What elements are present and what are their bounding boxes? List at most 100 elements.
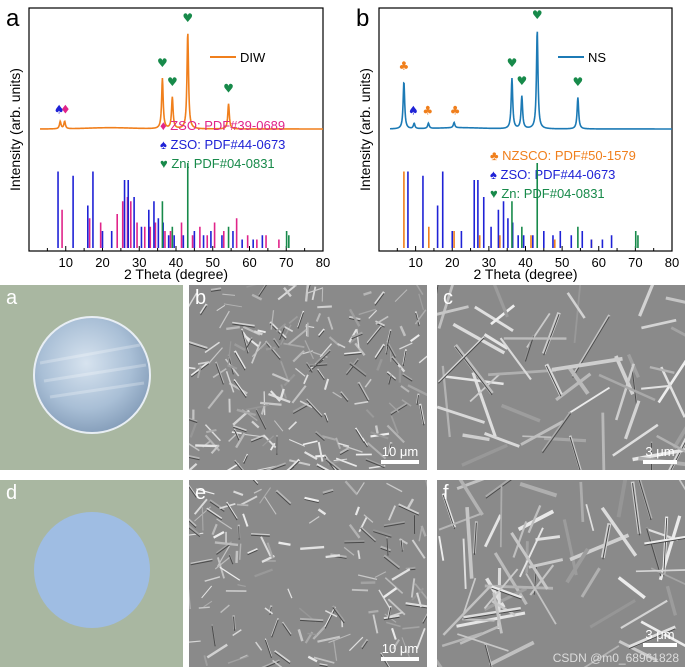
sem-shadow bbox=[380, 654, 389, 667]
panel-label: c bbox=[443, 287, 453, 309]
sem-flake bbox=[541, 312, 561, 355]
sem-flake bbox=[315, 348, 331, 365]
sem-shadow bbox=[390, 404, 408, 416]
sem-flake bbox=[462, 577, 477, 616]
sem-flake bbox=[275, 323, 287, 333]
sem-flake bbox=[233, 425, 247, 432]
sem-flake bbox=[461, 443, 508, 467]
sem-flake bbox=[388, 402, 400, 413]
x-tick-label: 80 bbox=[316, 255, 330, 270]
sem-flake bbox=[483, 568, 519, 609]
legend-label: DIW bbox=[240, 50, 266, 65]
sem-flake bbox=[411, 539, 426, 559]
sem-flake bbox=[672, 426, 685, 449]
sem-flake bbox=[402, 373, 413, 381]
peak-marker: ♥ bbox=[507, 56, 518, 70]
sem-shadow bbox=[545, 365, 562, 397]
panel-label: b bbox=[195, 287, 207, 309]
sem-micrograph bbox=[437, 480, 685, 667]
sem-flake bbox=[269, 390, 281, 402]
sem-flake bbox=[265, 346, 276, 351]
sem-flake bbox=[519, 481, 558, 498]
sem-flake bbox=[283, 286, 292, 298]
sem-flake bbox=[288, 438, 306, 447]
sem-flake bbox=[499, 337, 532, 381]
sem-flake bbox=[196, 488, 215, 495]
sem-flake bbox=[388, 505, 397, 521]
sem-flake bbox=[306, 398, 323, 416]
sem-flake bbox=[226, 462, 240, 470]
sem-flake bbox=[338, 442, 350, 448]
x-tick-label: 60 bbox=[592, 255, 606, 270]
reference-legend: ♥ Zn: PDF#04-0831 bbox=[490, 186, 605, 201]
sem-flake bbox=[416, 592, 423, 608]
sem-shadow bbox=[375, 345, 385, 360]
reference-legend: ♠ ZSO: PDF#44-0673 bbox=[490, 167, 615, 182]
sem-shadow bbox=[274, 652, 291, 665]
x-axis-label: 2 Theta (degree) bbox=[124, 266, 228, 282]
sem-flake bbox=[649, 365, 675, 374]
sem-flake bbox=[351, 331, 363, 339]
sem-flake bbox=[317, 508, 327, 516]
sem-flake bbox=[394, 289, 408, 303]
sem-shadow bbox=[339, 449, 349, 456]
sem-flake bbox=[399, 342, 413, 350]
sem-flake bbox=[452, 322, 506, 355]
sem-flake bbox=[650, 567, 685, 586]
sem-flake bbox=[319, 343, 333, 358]
sem-flake bbox=[365, 458, 385, 467]
sem-shadow bbox=[200, 305, 208, 316]
scale-bar: 3 μm bbox=[643, 444, 677, 464]
sem-shadow bbox=[289, 460, 300, 470]
sem-shadow bbox=[270, 464, 286, 470]
panel-label: d bbox=[6, 482, 18, 504]
sem-shadow bbox=[454, 346, 493, 396]
sem-flake bbox=[386, 424, 405, 444]
sem-shadow bbox=[663, 518, 668, 577]
sem-flake bbox=[348, 523, 361, 539]
sem-shadow bbox=[405, 604, 427, 609]
sem-flake bbox=[287, 588, 293, 599]
sem-flake bbox=[206, 428, 217, 434]
watermark: CSDN @m0_68961828 bbox=[552, 651, 679, 665]
sem-shadow bbox=[269, 606, 272, 616]
sem-shadow bbox=[386, 330, 392, 347]
sem-shadow bbox=[211, 625, 216, 647]
sem-flake bbox=[312, 624, 328, 640]
sem-flake bbox=[308, 515, 320, 524]
sem-flake bbox=[211, 523, 218, 536]
x-tick-label: 40 bbox=[169, 255, 183, 270]
sem-flake bbox=[488, 640, 535, 667]
sem-flake bbox=[383, 614, 400, 620]
x-tick-label: 70 bbox=[628, 255, 642, 270]
sem-flake bbox=[372, 529, 392, 537]
sem-flake bbox=[299, 400, 313, 409]
sem-flake bbox=[525, 572, 557, 625]
sem-shadow bbox=[391, 357, 399, 366]
sem-flake bbox=[354, 506, 360, 516]
sem-flake bbox=[348, 636, 364, 652]
sem-flake bbox=[228, 553, 234, 564]
y-axis-label: Intensity (arb. units) bbox=[357, 68, 373, 191]
sem-flake bbox=[565, 547, 590, 584]
sem-shadow bbox=[316, 465, 326, 470]
sem-flake bbox=[314, 430, 326, 440]
sem-flake bbox=[337, 343, 346, 349]
sem-flake bbox=[189, 463, 198, 470]
xrd-chart-a: a 10 20 30 40 50 60 70 80 2 Theta (degree) Intensi… bbox=[6, 5, 330, 282]
legend-label: NS bbox=[588, 50, 606, 65]
sem-flake bbox=[190, 558, 213, 564]
panel-label: e bbox=[195, 482, 207, 504]
sem-flake bbox=[189, 366, 196, 370]
sem-flake bbox=[348, 308, 361, 327]
sem-shadow bbox=[419, 405, 425, 426]
sem-flake bbox=[441, 632, 483, 648]
sem-flake bbox=[400, 385, 410, 393]
photo-panel-a: a bbox=[0, 285, 183, 470]
sem-shadow bbox=[189, 419, 198, 424]
sem-flake bbox=[438, 535, 445, 561]
sem-flake bbox=[375, 315, 389, 325]
sem-flake bbox=[641, 384, 671, 390]
sem-flake bbox=[232, 629, 242, 637]
sem-flake bbox=[368, 464, 386, 469]
